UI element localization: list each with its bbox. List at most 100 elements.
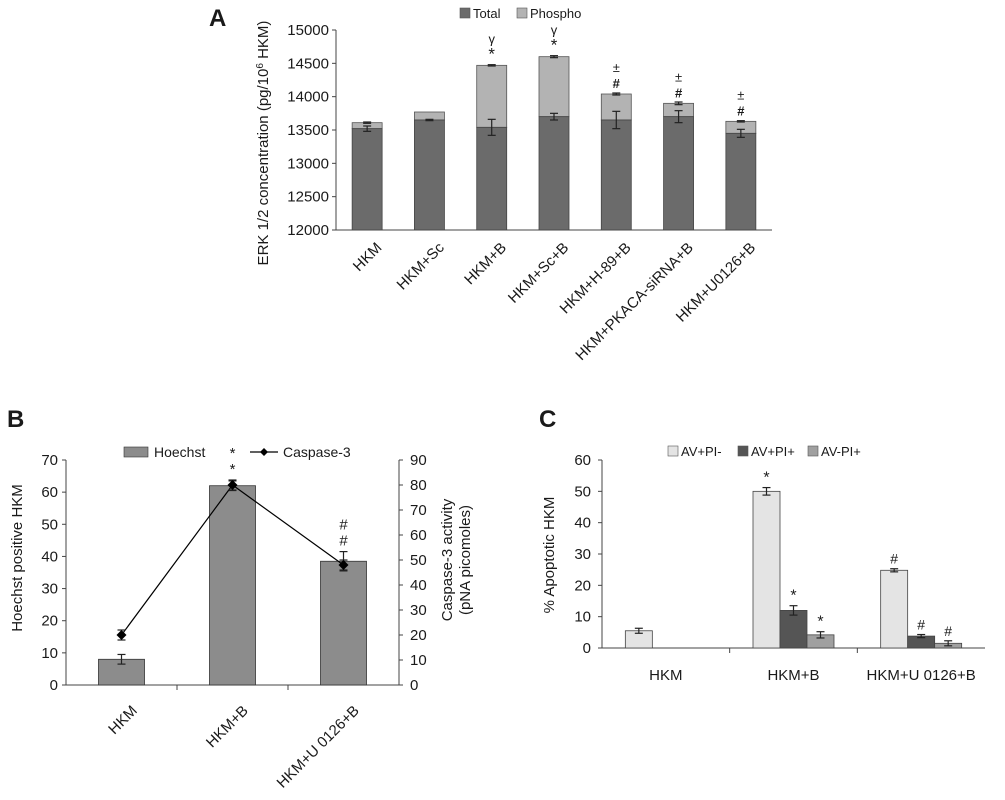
panel-b-right-axis-label-1: Caspase-3 activity xyxy=(439,498,456,621)
panel-c-y-tick-label: 10 xyxy=(574,609,591,626)
panel-a-letter: A xyxy=(209,5,226,32)
panel-c-legend-swatch xyxy=(667,445,679,457)
panel-c-bar xyxy=(752,490,781,649)
panel-c-annotation: * xyxy=(817,614,823,631)
panel-b-right-tick-label: 20 xyxy=(410,627,427,644)
panel-a-annotation: ± xyxy=(613,60,620,75)
panel-b-left-tick-label: 70 xyxy=(41,452,58,469)
panel-a-bar-total xyxy=(663,116,694,231)
panel-c: C AV+PI- AV+PI+ AV-PI+ % Apoptotic HKM 0 10… xyxy=(539,406,985,684)
panel-b-left-tick-label: 60 xyxy=(41,484,58,501)
panel-b-left-tick-label: 20 xyxy=(41,613,58,630)
panel-b-right-tick-label: 10 xyxy=(410,652,427,669)
panel-c-annotation: # xyxy=(944,623,952,639)
panel-b-left-tick-label: 40 xyxy=(41,548,58,565)
panel-b-left-tick-label: 50 xyxy=(41,516,58,533)
panel-b-x-tick-label: HKM+U 0126+B xyxy=(274,702,363,791)
panel-a: A Total Phospho ERK 1/2 concentration (pg… xyxy=(209,5,772,364)
panel-b-x-tick-label: HKM+B xyxy=(203,702,252,751)
panel-c-x-tick-label: HKM xyxy=(649,667,682,684)
panel-c-plot: 0 10 20 30 40 50 60 HKM HKM+B * * * HKM+U 0126+B # # # xyxy=(574,452,985,684)
panel-a-bar-total xyxy=(725,132,757,231)
panel-a-x-tick-label: HKM+B xyxy=(461,239,510,288)
panel-c-y-tick-label: 60 xyxy=(574,452,591,469)
panel-a-y-tick-label: 14000 xyxy=(287,89,329,106)
panel-a-bar-total xyxy=(476,126,508,231)
panel-a-legend-swatch xyxy=(516,7,528,19)
panel-a-legend: Total Phospho xyxy=(459,6,581,21)
panel-b-right-tick-label: 50 xyxy=(410,552,427,569)
panel-b-right-tick-label: 70 xyxy=(410,502,427,519)
panel-c-annotation: * xyxy=(763,470,769,487)
panel-a-y-tick-label: 12500 xyxy=(287,189,329,206)
panel-a-annotation: * xyxy=(551,36,558,55)
panel-b-left-axis-label: Hoechst positive HKM xyxy=(9,484,26,632)
panel-c-x-tick-label: HKM+B xyxy=(767,667,819,684)
panel-a-bar-total xyxy=(600,119,632,231)
panel-c-y-tick-label: 0 xyxy=(583,640,591,657)
panel-c-annotation: # xyxy=(917,617,925,633)
panel-b-legend-label: Caspase-3 xyxy=(283,444,351,460)
panel-a-annotation: γ xyxy=(488,31,495,46)
panel-c-y-axis-label: % Apoptotic HKM xyxy=(541,497,558,614)
panel-b-annotation: # xyxy=(339,517,348,534)
panel-b-caspase-point xyxy=(338,560,349,570)
panel-c-legend-label: AV-PI+ xyxy=(821,444,861,459)
panel-b-legend-label: Hoechst xyxy=(154,444,205,460)
panel-a-y-tick-label: 15000 xyxy=(287,22,329,39)
panel-b-right-tick-label: 80 xyxy=(410,477,427,494)
panel-a-x-tick-label: HKM xyxy=(350,239,386,275)
panel-b-caspase-point xyxy=(227,480,238,490)
panel-b-hoechst-bar xyxy=(209,485,256,686)
panel-b-legend-marker-caspase xyxy=(260,448,268,456)
panel-b-right-tick-label: 40 xyxy=(410,577,427,594)
panel-b-right-tick-label: 60 xyxy=(410,527,427,544)
panel-a-y-tick-label: 13500 xyxy=(287,122,329,139)
panel-a-x-tick-label: HKM+Sc xyxy=(394,239,449,294)
panel-a-bar-total xyxy=(414,119,445,231)
panel-c-annotation: * xyxy=(790,588,796,605)
panel-a-y-tick-label: 12000 xyxy=(287,222,329,239)
panel-b-legend: Hoechst Caspase-3 xyxy=(123,444,351,460)
panel-a-y-tick-label: 14500 xyxy=(287,55,329,72)
panel-a-annotation: γ xyxy=(551,23,558,38)
panel-b-right-axis-label-2: (pNA picomoles) xyxy=(457,505,474,615)
panel-b-legend-swatch-hoechst xyxy=(123,446,149,458)
panel-a-legend-label: Phospho xyxy=(530,6,581,21)
panel-c-x-tick-label: HKM+U 0126+B xyxy=(867,667,976,684)
panel-a-annotation: ± xyxy=(675,69,682,84)
panel-a-annotation: # xyxy=(737,103,745,118)
panel-c-y-tick-label: 50 xyxy=(574,483,591,500)
panel-a-bar-phospho xyxy=(476,64,508,128)
panel-b-annotation: # xyxy=(339,533,348,550)
panel-a-bar-total xyxy=(538,116,570,231)
panel-c-annotation: # xyxy=(890,551,898,567)
panel-c-legend-swatch xyxy=(737,445,749,457)
panel-a-x-tick-label: HKM+PKACA-siRNA+B xyxy=(572,239,697,364)
panel-a-legend-swatch xyxy=(459,7,471,19)
panel-c-y-tick-label: 30 xyxy=(574,546,591,563)
panel-b-right-tick-label: 30 xyxy=(410,602,427,619)
panel-a-bar-total xyxy=(351,128,383,231)
panel-b-left-tick-label: 0 xyxy=(50,677,58,694)
panel-c-legend-label: AV+PI- xyxy=(681,444,722,459)
panel-b-left-tick-label: 10 xyxy=(41,645,58,662)
panel-b-annotation: * xyxy=(230,461,236,478)
panel-c-bar xyxy=(880,569,909,649)
panel-b-left-tick-label: 30 xyxy=(41,581,58,598)
panel-a-y-axis-label: ERK 1/2 concentration (pg/106 HKM) xyxy=(255,21,273,266)
panel-b-letter: B xyxy=(7,406,24,433)
panel-c-letter: C xyxy=(539,406,556,433)
panel-a-y-tick-label: 13000 xyxy=(287,155,329,172)
panel-b-hoechst-bar xyxy=(320,560,367,686)
panel-a-legend-label: Total xyxy=(473,6,501,21)
panel-a-annotation: * xyxy=(488,44,495,63)
panel-c-y-tick-label: 40 xyxy=(574,515,591,532)
panel-a-annotation: ± xyxy=(737,87,744,102)
panel-c-bar xyxy=(779,610,808,649)
panel-b-caspase-point xyxy=(116,630,127,640)
panel-a-annotation: # xyxy=(675,85,683,100)
panel-b-right-tick-label: 90 xyxy=(410,452,427,469)
